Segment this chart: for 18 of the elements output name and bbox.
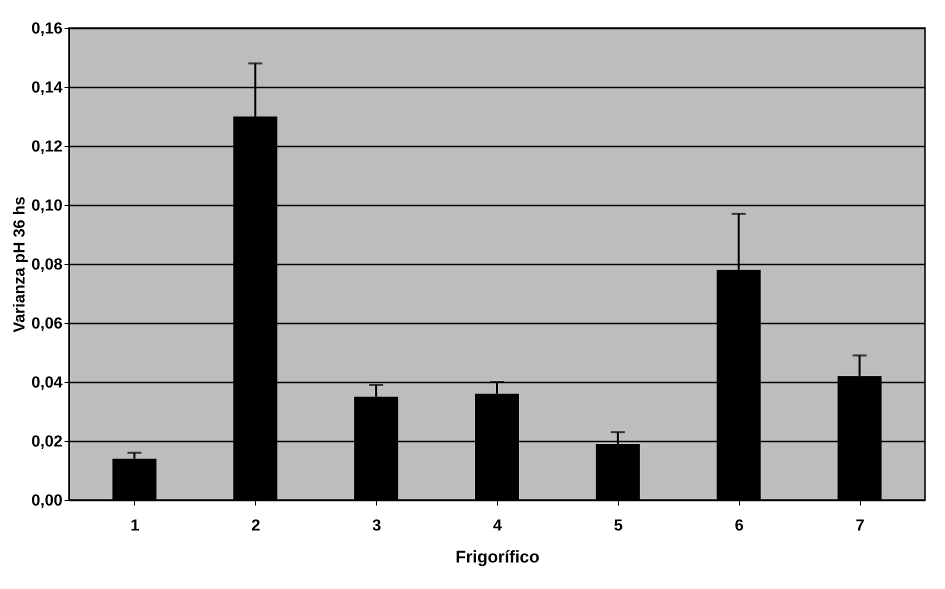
y-tick-label: 0,00 [31,492,63,510]
y-axis-title: Varianza pH 36 hs [11,196,28,333]
y-tick-label: 0,06 [31,316,63,332]
x-axis-title: Frigorífico [455,548,540,566]
y-tick-label: 0,10 [31,198,63,214]
x-tick-label: 4 [493,518,502,534]
x-tick-label: 5 [614,518,623,534]
y-tick-label: 0,02 [31,434,63,450]
y-tick-label: 0,08 [31,256,63,274]
y-tick-label: 0,16 [31,20,63,38]
x-tick-label: 7 [856,518,865,534]
y-tick-label: 0,12 [31,138,63,156]
x-tick-label: 6 [734,518,744,534]
y-tick-label: 0,04 [31,374,63,392]
x-tick-label: 1 [130,518,140,534]
x-tick-label: 2 [251,518,260,534]
y-tick-label: 0,14 [31,80,63,96]
x-tick-label: 3 [372,518,382,534]
